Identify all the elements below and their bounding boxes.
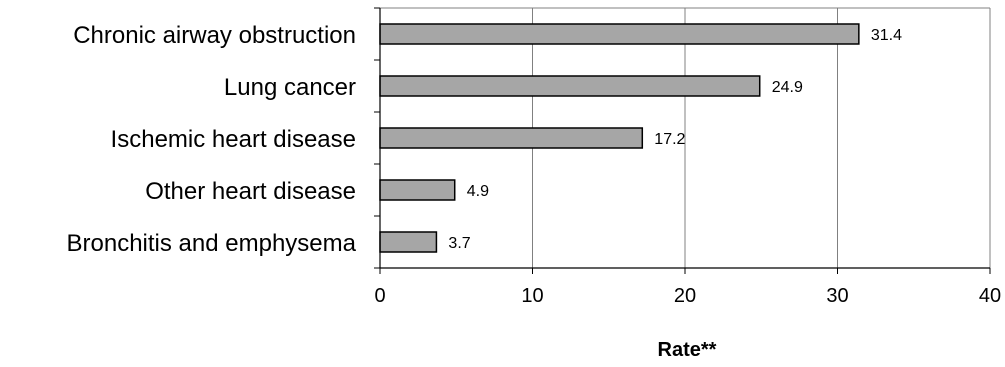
x-tick-label: 30 xyxy=(826,285,848,307)
bar xyxy=(379,179,456,201)
data-label: 31.4 xyxy=(871,27,902,44)
x-tick-label: 10 xyxy=(521,285,543,307)
category-label: Lung cancer xyxy=(224,74,356,101)
x-tick-label: 40 xyxy=(979,285,1001,307)
data-label: 24.9 xyxy=(772,79,803,96)
bar xyxy=(379,231,438,253)
category-label: Other heart disease xyxy=(145,178,356,205)
x-tick-label: 20 xyxy=(674,285,696,307)
x-axis-title: Rate** xyxy=(658,339,717,361)
bar xyxy=(379,75,761,97)
x-tick-label: 0 xyxy=(374,285,385,307)
category-label: Chronic airway obstruction xyxy=(73,22,356,49)
category-label: Bronchitis and emphysema xyxy=(67,230,357,257)
category-label: Ischemic heart disease xyxy=(111,126,356,153)
axes xyxy=(374,7,991,274)
data-label: 17.2 xyxy=(654,131,685,148)
bar xyxy=(379,127,644,149)
data-label: 4.9 xyxy=(467,183,489,200)
gridlines xyxy=(380,7,991,268)
data-label: 3.7 xyxy=(448,235,470,252)
bars xyxy=(379,23,860,253)
labels: 0 10 20 30 40 Chronic airway obstruction 31.4 L… xyxy=(67,22,1002,307)
bar xyxy=(379,23,860,45)
